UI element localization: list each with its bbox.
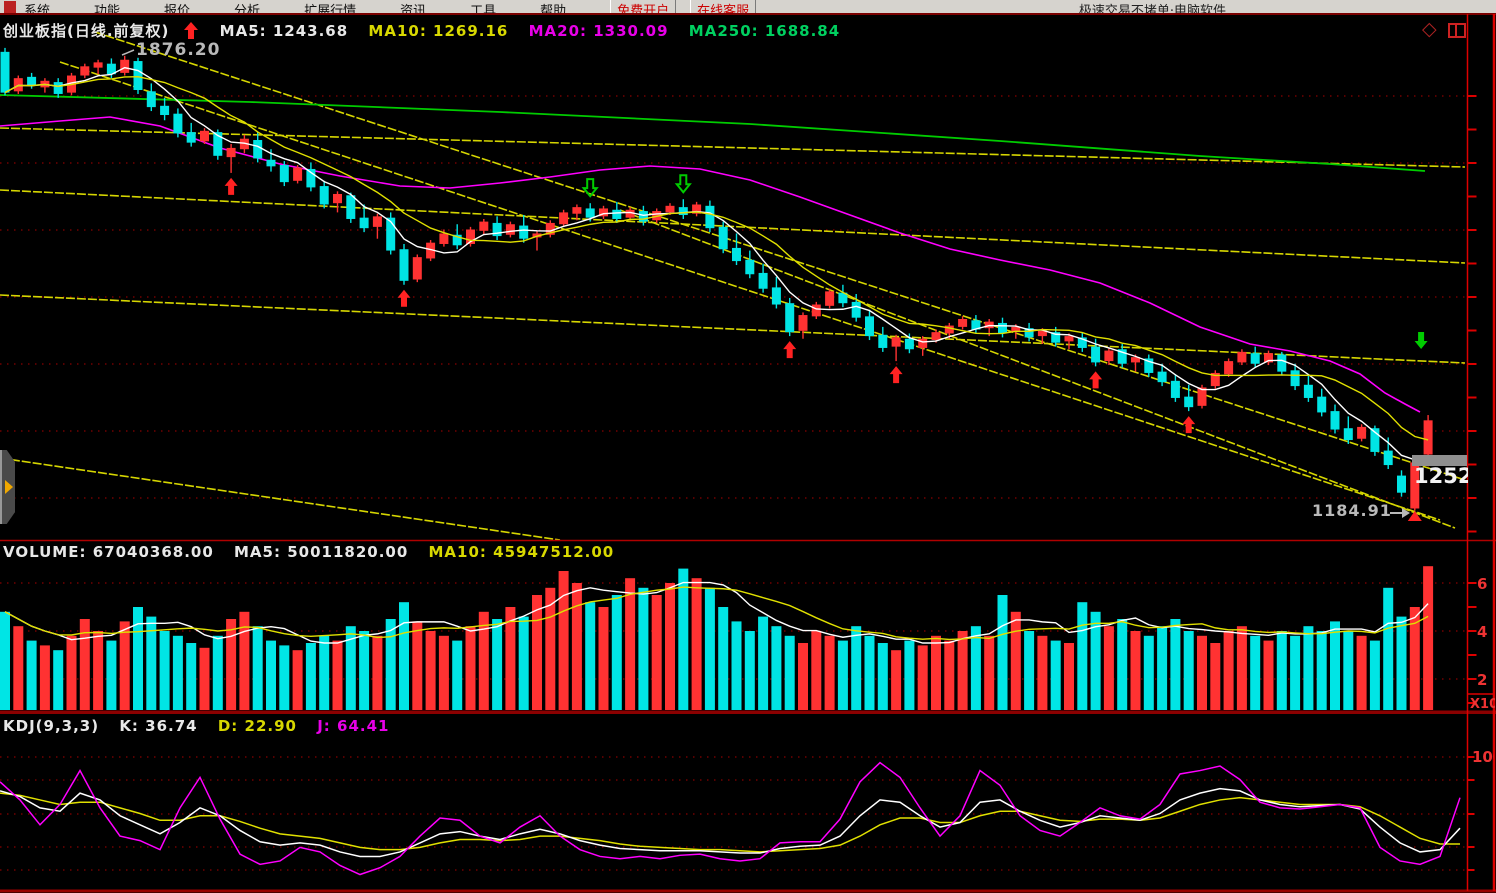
menu-item-extended[interactable]: 扩展行情 [304, 4, 357, 14]
kdj-name: KDJ(9,3,3) [3, 717, 100, 735]
menu-promo-text: 极速交易不堵单·电脑软件 [1078, 4, 1226, 14]
volume-axis-label-20m: 2 [1477, 671, 1488, 689]
ma10-value: MA10: 1269.16 [368, 22, 509, 40]
low-price-label: 1184.91 [1312, 501, 1392, 520]
volume-ma10-value: MA10: 45947512.00 [428, 543, 615, 561]
main-indicator-row: 创业板指(日线.前复权) MA5: 1243.68 MA10: 1269.16 … [3, 20, 840, 41]
promo-button-2[interactable]: 在线客服 [690, 0, 757, 13]
ma250-value: MA250: 1688.84 [688, 22, 841, 40]
ma20-value: MA20: 1330.09 [528, 22, 669, 40]
menu-item-system[interactable]: 系统 [24, 4, 51, 14]
diamond-icon[interactable]: ◇ [1422, 18, 1437, 40]
app-icon [4, 1, 16, 13]
instrument-title: 创业板指(日线.前复权) [3, 22, 170, 40]
sidebar-expand-handle[interactable] [0, 450, 15, 524]
expand-arrow-icon [5, 480, 13, 494]
kdj-indicator-row: KDJ(9,3,3) K: 36.74 D: 22.90 J: 64.41 [3, 717, 389, 735]
kdj-j-value: J: 64.41 [317, 717, 390, 735]
menu-item-help[interactable]: 帮助 [540, 4, 567, 14]
menu-item-news[interactable]: 资讯 [400, 4, 427, 14]
kdj-k-value: K: 36.74 [119, 717, 198, 735]
menu-item-analysis[interactable]: 分析 [234, 4, 261, 14]
volume-ma5-value: MA5: 50011820.00 [234, 543, 409, 561]
menu-item-quotes[interactable]: 报价 [164, 4, 191, 14]
volume-axis-label-40m: 4 [1477, 623, 1488, 641]
volume-unit-label: X10 [1470, 697, 1495, 712]
kdj-d-value: D: 22.90 [217, 717, 297, 735]
ma5-value: MA5: 1243.68 [219, 22, 349, 40]
high-price-label: 1876.20 [136, 40, 221, 60]
up-arrow-icon [184, 22, 199, 39]
volume-value: VOLUME: 67040368.00 [3, 543, 214, 561]
last-price-value: 1252.6 [1414, 464, 1468, 488]
menu-item-function[interactable]: 功能 [94, 4, 121, 14]
split-window-icon[interactable] [1448, 23, 1466, 38]
kdj-axis-label-100: 100 [1472, 748, 1494, 766]
menu-item-tools[interactable]: 工具 [470, 4, 497, 14]
last-price-tag-bar [1412, 455, 1467, 466]
volume-axis-label-60m: 6 [1477, 575, 1488, 593]
volume-indicator-row: VOLUME: 67040368.00 MA5: 50011820.00 MA1… [3, 543, 614, 561]
promo-button-1[interactable]: 免费开户 [610, 0, 677, 13]
